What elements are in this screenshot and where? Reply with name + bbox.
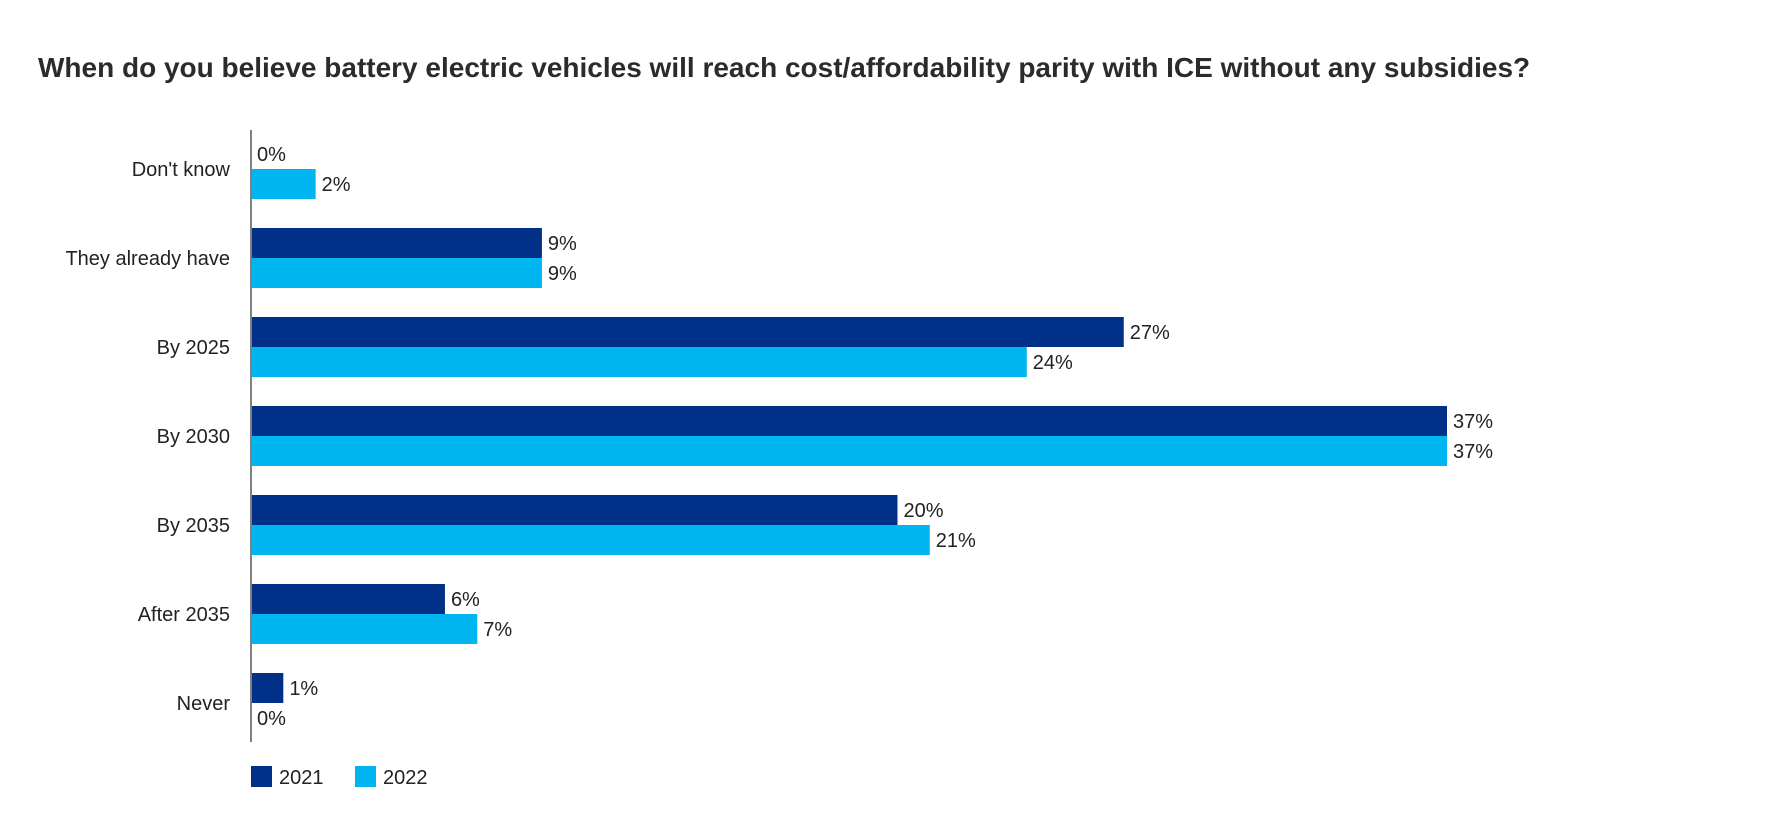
category-label-by-2030: By 2030: [157, 426, 230, 448]
value-label-2021-after-2035: 6%: [451, 589, 480, 611]
bar-2022-by-2025: [251, 347, 1027, 377]
legend: 2021 2022: [251, 766, 428, 789]
value-label-2022-by-2030: 37%: [1453, 441, 1493, 463]
category-label-they-already-have: They already have: [65, 248, 230, 270]
bar-2021-after-2035: [251, 584, 445, 614]
value-label-2022-by-2025: 24%: [1033, 352, 1073, 374]
value-label-2022-after-2035: 7%: [483, 619, 512, 641]
category-label-never: Never: [177, 693, 231, 715]
category-label-by-2035: By 2035: [157, 515, 230, 537]
value-label-2021-by-2030: 37%: [1453, 411, 1493, 433]
legend-swatch-2021: [251, 766, 272, 787]
category-label-don-t-know: Don't know: [132, 159, 231, 181]
bars-layer: [251, 169, 1447, 703]
value-label-2021-they-already-have: 9%: [548, 233, 577, 255]
value-label-2021-by-2035: 20%: [903, 500, 943, 522]
value-label-2022-don-t-know: 2%: [322, 174, 351, 196]
labels-layer: Don't know 0% 2% They already have 9% 9% By 20…: [65, 144, 1493, 730]
legend-swatch-2022: [355, 766, 376, 787]
bar-2021-they-already-have: [251, 228, 542, 258]
value-label-2022-never: 0%: [257, 708, 286, 730]
value-label-2022-they-already-have: 9%: [548, 263, 577, 285]
category-label-after-2035: After 2035: [138, 604, 230, 626]
category-label-by-2025: By 2025: [157, 337, 230, 359]
value-label-2022-by-2035: 21%: [936, 530, 976, 552]
value-label-2021-don-t-know: 0%: [257, 144, 286, 166]
legend-label-2021: 2021: [279, 767, 324, 789]
chart-title: When do you believe battery electric veh…: [38, 52, 1531, 83]
value-label-2021-by-2025: 27%: [1130, 322, 1170, 344]
bar-2021-never: [251, 673, 284, 703]
legend-label-2022: 2022: [383, 767, 428, 789]
bar-2022-by-2030: [251, 436, 1447, 466]
bar-2021-by-2030: [251, 406, 1447, 436]
bar-2022-by-2035: [251, 525, 930, 555]
bar-2022-don-t-know: [251, 169, 316, 199]
bar-2022-after-2035: [251, 614, 478, 644]
bar-2021-by-2035: [251, 495, 898, 525]
value-label-2021-never: 1%: [289, 678, 318, 700]
bar-2021-by-2025: [251, 317, 1124, 347]
bar-2022-they-already-have: [251, 258, 542, 288]
